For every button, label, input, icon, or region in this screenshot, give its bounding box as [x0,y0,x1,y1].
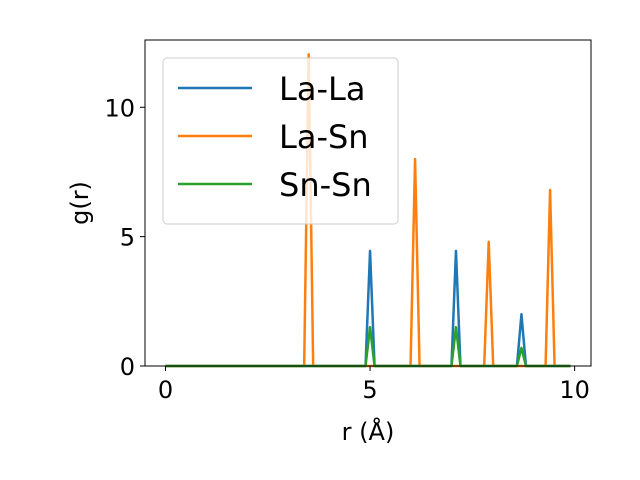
series-line-la-la [165,249,571,368]
legend-label-sn-sn: Sn-Sn [279,166,372,204]
x-tick-label: 0 [158,376,173,404]
y-tick-label: 5 [120,224,135,252]
legend-label-la-la: La-La [279,70,365,108]
y-tick-label: 10 [104,94,135,122]
x-tick-label: 10 [559,376,590,404]
legend-box [162,57,399,225]
x-tick-label: 5 [362,376,377,404]
series-line-sn-sn [165,325,571,368]
y-tick-label: 0 [120,353,135,381]
x-axis-label: r (Å) [342,417,395,446]
ticks-layer: 0 5 10 0 5 10 [104,94,589,404]
y-axis-label: g(r) [66,181,94,225]
legend-label-la-sn: La-Sn [279,118,369,156]
axes-frame [144,39,592,367]
legend: La-La La-Sn Sn-Sn [162,57,399,225]
